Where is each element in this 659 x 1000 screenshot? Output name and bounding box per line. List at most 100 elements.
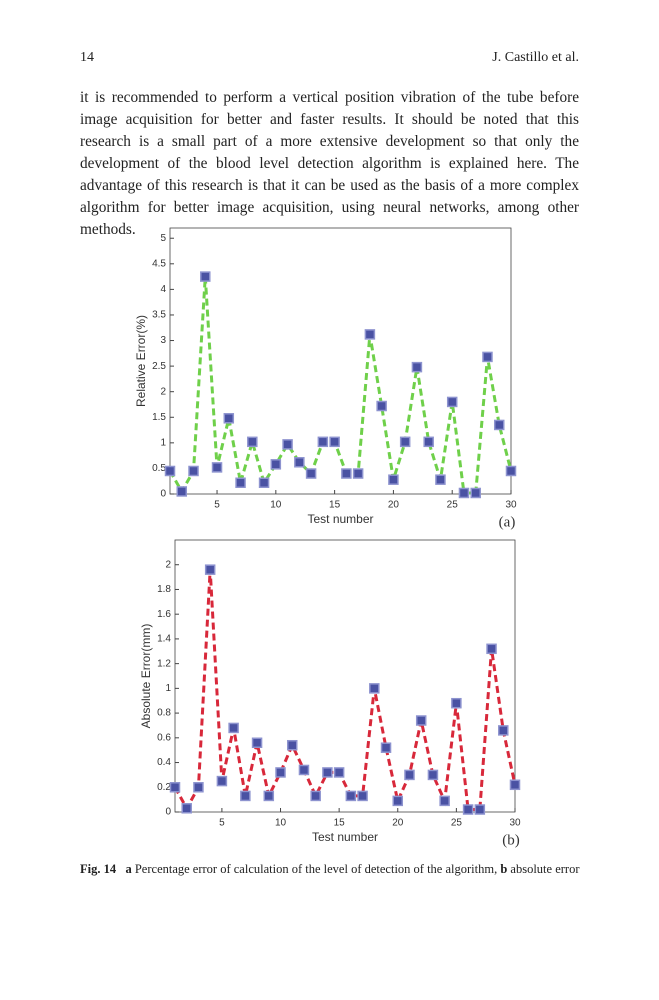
x-tick-label: 25 [447,500,459,511]
marker [235,477,246,488]
plot-area [169,227,512,495]
y-tick-label: 3.5 [152,310,166,321]
marker [341,468,352,479]
y-tick-label: 1.2 [157,658,171,669]
data-line [173,569,517,812]
marker [345,790,357,802]
marker [193,782,204,793]
marker [204,564,216,575]
y-tick-label: 1.6 [157,609,171,620]
marker [364,329,376,340]
y-tick-label: 2.5 [152,361,166,372]
y-tick-label: 0.2 [157,782,171,793]
y-tick-label: 3 [160,335,166,346]
page-number: 14 [80,50,94,65]
marker [169,782,181,793]
x-tick-label: 20 [388,500,400,511]
marker [411,361,423,373]
marker [251,737,263,749]
y-tick-label: 1.4 [157,634,171,645]
y-axis-label: Absolute Error(mm) [139,624,153,729]
y-tick-label: 0.5 [152,463,166,474]
marker [263,790,275,802]
panel-label: (b) [502,832,520,848]
marker [200,271,211,282]
y-tick-label: 1.8 [157,584,171,595]
marker [470,487,481,499]
marker [176,486,188,497]
marker [376,400,387,412]
marker [322,767,333,778]
caption-a-label: a [125,862,132,876]
x-tick-label: 30 [505,500,517,511]
marker [228,722,239,734]
marker [462,804,474,815]
marker [458,487,470,499]
x-tick-label: 10 [270,500,282,511]
x-tick-label: 20 [392,818,404,829]
caption-b-text: absolute error [510,862,580,876]
marker [486,643,497,655]
x-tick-label: 25 [451,818,463,829]
y-tick-label: 1 [160,437,166,448]
y-axis-label: Relative Error(%) [134,315,148,407]
y-tick-label: 0.8 [157,708,171,719]
marker [317,436,329,448]
marker [216,775,228,787]
marker [423,436,434,448]
paragraph: it is recommended to perform a vertical … [80,89,579,238]
marker [286,739,298,751]
marker [392,795,404,807]
marker [247,436,258,448]
y-tick-label: 2 [165,559,171,570]
marker [482,351,493,363]
marker [509,779,521,791]
marker [305,468,317,479]
marker [275,767,286,778]
marker [388,474,399,485]
y-tick-label: 1.5 [152,412,166,423]
marker [298,764,310,776]
marker [474,804,486,815]
y-tick-label: 5 [160,233,166,244]
data-line [168,276,513,495]
running-head: J. Castillo et al. [492,50,579,65]
marker [380,742,392,753]
marker [223,413,235,424]
y-tick-label: 4 [160,284,166,295]
marker [181,803,192,814]
y-tick-label: 0.6 [157,732,171,743]
marker [329,436,340,448]
y-tick-label: 0.4 [157,757,171,768]
x-axis-label: Test number [307,512,373,526]
y-tick-label: 2 [160,386,166,397]
caption: Fig. 14 a Percentage error of calculatio… [80,862,600,877]
marker [415,715,427,726]
caption-figure: Fig. 14 [80,862,117,876]
marker [294,457,305,468]
marker [427,769,439,781]
marker [493,419,505,431]
marker [188,465,199,477]
y-tick-label: 1 [165,683,171,694]
marker [446,396,458,408]
marker [357,790,368,802]
marker [404,769,415,781]
y-tick-label: 0 [160,489,166,500]
marker [240,790,251,802]
marker [399,436,411,448]
x-axis-label: Test number [312,830,378,844]
caption-a-text: Percentage error of calculation of the l… [134,862,498,876]
marker [435,474,446,485]
x-tick-label: 5 [214,500,220,511]
caption-b-label: b [500,862,508,876]
marker [310,790,321,802]
marker [498,725,509,736]
panel-label: (a) [499,514,516,530]
marker [505,465,517,477]
x-tick-label: 10 [275,818,287,829]
marker [282,439,293,450]
y-tick-label: 0 [165,807,171,818]
